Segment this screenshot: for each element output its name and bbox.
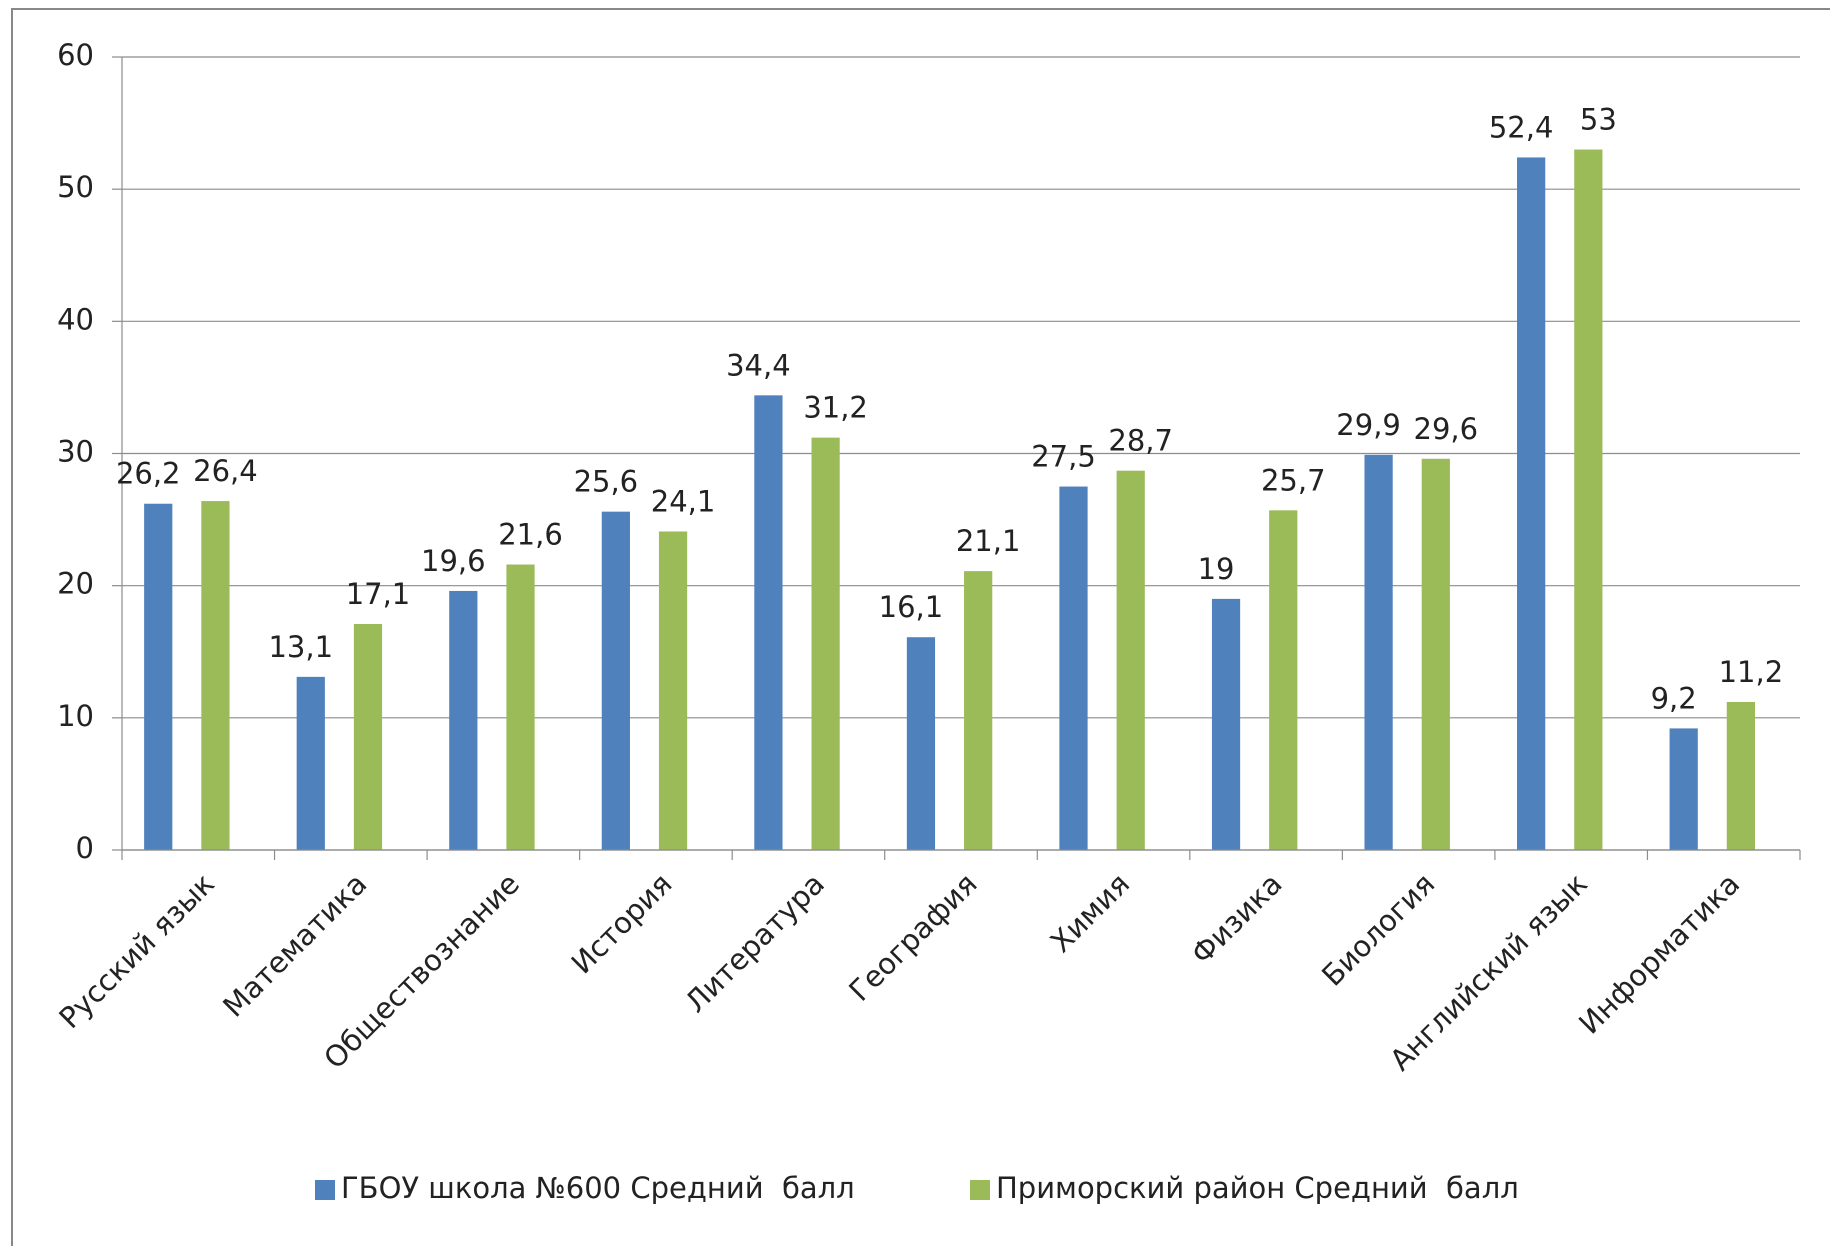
bar (1059, 486, 1088, 850)
bar (601, 511, 630, 850)
data-label: 26,2 (116, 457, 181, 491)
y-tick-label: 60 (57, 38, 94, 72)
bar (1269, 510, 1298, 850)
bar (144, 503, 173, 850)
legend-label: Приморский район Средний балл (996, 1171, 1519, 1205)
data-label: 26,4 (193, 454, 258, 488)
legend-label: ГБОУ школа №600 Средний балл (341, 1171, 855, 1205)
y-tick-label: 50 (57, 170, 94, 204)
data-label: 13,1 (268, 630, 333, 664)
data-label: 34,4 (726, 348, 791, 382)
data-label: 24,1 (651, 484, 716, 518)
bar (353, 623, 383, 850)
data-label: 16,1 (879, 590, 944, 624)
data-label: 11,2 (1719, 655, 1784, 689)
bar (964, 571, 993, 850)
bar (1574, 149, 1603, 850)
y-tick-label: 30 (57, 435, 94, 469)
data-label: 29,6 (1414, 412, 1479, 446)
bar (1726, 701, 1755, 850)
data-label: 9,2 (1651, 681, 1697, 715)
chart-frame (11, 8, 1830, 1246)
bar (1211, 598, 1241, 850)
data-label: 21,1 (956, 524, 1021, 558)
bar (811, 437, 840, 850)
data-label: 17,1 (346, 577, 411, 611)
bar (201, 501, 230, 850)
bar (1517, 157, 1546, 851)
y-tick-label: 10 (57, 699, 94, 733)
data-label: 53 (1580, 103, 1617, 137)
data-label: 52,4 (1489, 110, 1554, 144)
bar (1364, 454, 1393, 850)
data-label: 31,2 (803, 391, 868, 425)
bar (906, 637, 936, 850)
bar (1421, 458, 1450, 850)
data-label: 19,6 (421, 544, 486, 578)
bar (754, 395, 783, 850)
data-label: 19 (1198, 552, 1235, 586)
y-tick-label: 40 (57, 302, 94, 336)
bar (1669, 728, 1698, 850)
bar (449, 590, 478, 850)
bar (296, 676, 325, 850)
legend-swatch (970, 1180, 990, 1200)
data-label: 21,6 (498, 518, 563, 552)
data-label: 29,9 (1336, 408, 1401, 442)
y-tick-label: 20 (57, 567, 94, 601)
data-label: 25,7 (1261, 463, 1326, 497)
data-label: 28,7 (1108, 424, 1173, 458)
legend-swatch (315, 1180, 335, 1200)
bar (506, 564, 535, 850)
bar (1116, 470, 1145, 850)
data-label: 27,5 (1031, 440, 1096, 474)
y-tick-label: 0 (76, 831, 94, 865)
data-label: 25,6 (574, 465, 639, 499)
bar (658, 531, 688, 850)
